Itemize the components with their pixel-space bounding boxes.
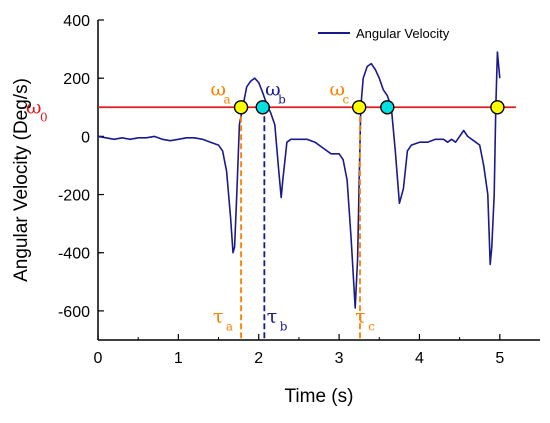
threshold-label: ω: [26, 96, 42, 118]
annotation-sub-a: a: [226, 320, 233, 334]
annotation-sub-c: c: [368, 320, 375, 334]
x-tick-label: 3: [335, 350, 344, 367]
y-tick-label: 0: [81, 129, 90, 146]
annotation-omega-b: ω: [265, 79, 281, 101]
x-tick-label: 5: [495, 350, 504, 367]
crossing-marker: [490, 100, 505, 115]
x-tick-label: 0: [94, 350, 103, 367]
annotation-omega-a: ω: [211, 79, 227, 101]
crossing-marker: [380, 100, 395, 115]
y-tick-label: 400: [63, 13, 90, 30]
annotation-tau-b: τ: [267, 306, 278, 328]
legend-label-angular-velocity: Angular Velocity: [356, 26, 450, 41]
crossing-marker: [351, 100, 367, 115]
plot-layer: -600 -400 -200 0 200 400 0 1 2 3 4 5: [58, 13, 540, 367]
y-tick-label: -600: [58, 304, 90, 321]
crossing-marker: [233, 100, 249, 115]
y-axis-title: Angular Velocity (Deg/s): [11, 78, 32, 282]
x-tick-label: 2: [254, 350, 263, 367]
annotation-sub-b: b: [278, 93, 286, 107]
threshold-label-sub: 0: [40, 110, 48, 124]
series-line-angular-velocity: [97, 51, 501, 309]
legend: Angular Velocity: [318, 26, 450, 41]
annotation-sub-c: c: [342, 93, 349, 107]
y-tick-label: 200: [63, 71, 90, 88]
x-axis-title: Time (s): [285, 386, 354, 407]
crossing-marker: [255, 100, 270, 115]
x-tick-label: 1: [174, 350, 183, 367]
annotation-tau-a: τ: [213, 306, 224, 328]
annotation-tau-c: τ: [355, 306, 366, 328]
annotation-sub-b: b: [280, 320, 288, 334]
annotation-omega-c: ω: [329, 79, 345, 101]
y-tick-label: -200: [58, 188, 90, 205]
annotation-sub-a: a: [224, 93, 231, 107]
y-tick-label: -400: [58, 246, 90, 263]
x-tick-label: 4: [415, 350, 424, 367]
